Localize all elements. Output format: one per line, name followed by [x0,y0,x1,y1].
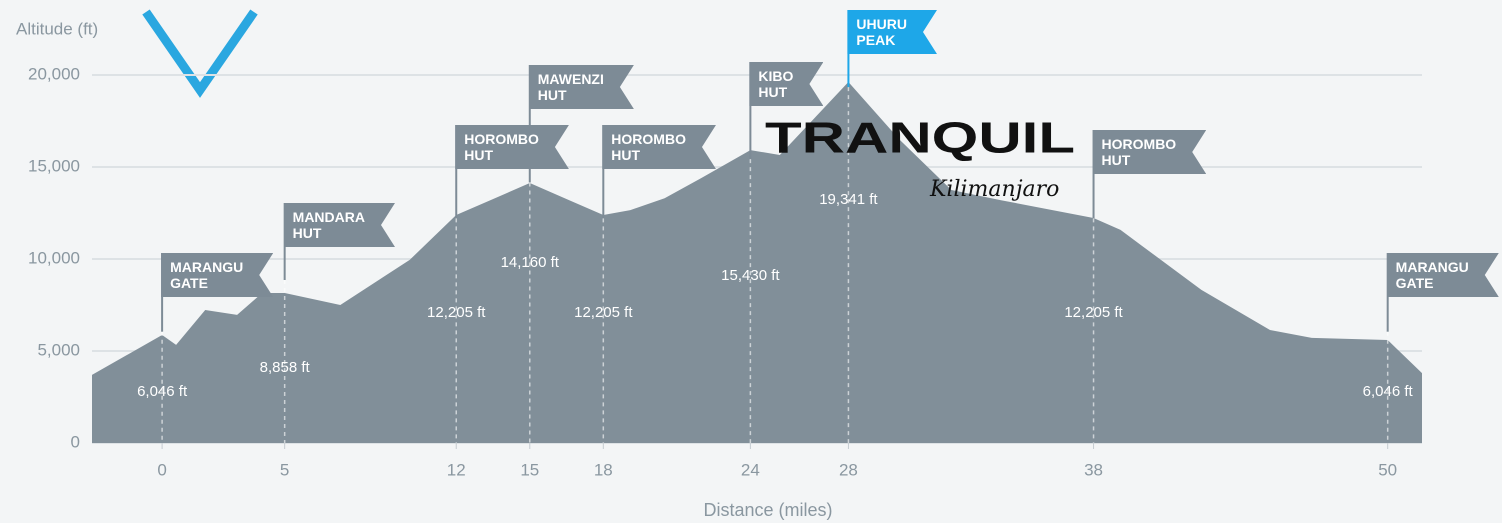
x-tick-label: 0 [157,460,166,479]
x-axis-label: Distance (miles) [703,500,832,520]
logo-name: TRANQUIL [765,114,1075,163]
waypoint-flag: HOROMBO HUT [1093,130,1207,174]
altitude-label: 12,205 ft [1064,304,1123,321]
x-tick-label: 38 [1084,460,1103,479]
altitude-label: 6,046 ft [1363,383,1414,400]
altitude-label: 12,205 ft [574,304,633,321]
x-tick-label: 18 [594,460,613,479]
y-axis-label: Altitude (ft) [16,19,98,38]
waypoint-flag: MARANGU GATE [1387,253,1499,297]
waypoint-flag: HOROMBO HUT [602,125,716,169]
y-tick-label: 20,000 [28,64,80,83]
waypoint-flag: HOROMBO HUT [455,125,569,169]
altitude-label: 8,858 ft [260,359,311,376]
page: Altitude (ft) Distance (miles) 0 5,000 10,… [0,0,1502,523]
waypoint-flag: MARANGU GATE [161,253,273,297]
altitude-label: 14,160 ft [501,254,560,271]
x-tick-label: 5 [280,460,289,479]
altitude-label: 6,046 ft [137,383,188,400]
x-tick-label: 15 [520,460,539,479]
plot: 0 5,000 10,000 15,000 20,000 0 5 12 15 18 24 28 38 50… [28,10,1422,479]
y-tick-label: 10,000 [28,248,80,267]
waypoint-flag: MANDARA HUT [284,203,395,247]
area [92,82,1422,443]
altitude-label: 19,341 ft [819,191,878,208]
altitude-label: 15,430 ft [721,267,780,284]
x-tick-label: 12 [447,460,466,479]
logo-tagline: Kilimanjaro [929,177,1059,202]
x-tick-label: 50 [1378,460,1397,479]
y-tick-label: 15,000 [28,156,80,175]
brand-mark [146,12,254,90]
x-tick-label: 24 [741,460,760,479]
y-tick-label: 5,000 [37,340,80,359]
waypoint-flag: MAWENZI HUT [529,65,634,109]
y-tick-label: 0 [71,432,80,451]
altitude-label: 12,205 ft [427,304,486,321]
x-tick-label: 28 [839,460,858,479]
